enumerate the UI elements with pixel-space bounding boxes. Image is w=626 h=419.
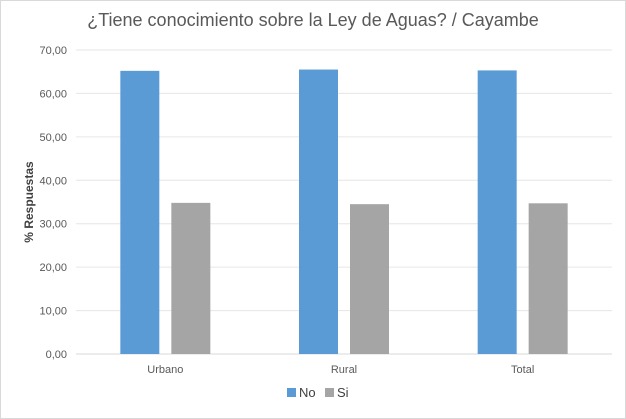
bar-no-urbano [120, 70, 160, 355]
chart-title: ¿Tiene conocimiento sobre la Ley de Agua… [87, 10, 539, 30]
y-axis-title: % Respuestas [22, 161, 36, 243]
legend-label-si: Si [337, 385, 349, 400]
x-tick-label: Total [511, 364, 534, 376]
x-tick-label: Urbano [147, 364, 183, 376]
y-tick-label: 60,00 [39, 88, 67, 100]
bar-si-urbano [171, 202, 211, 354]
y-tick-label: 30,00 [39, 219, 67, 231]
y-tick-label: 10,00 [39, 306, 67, 318]
bar-no-total [477, 70, 517, 354]
legend-swatch-si [325, 388, 334, 397]
y-tick-label: 70,00 [39, 45, 67, 57]
y-tick-label: 50,00 [39, 132, 67, 144]
y-tick-label: 0,00 [46, 349, 67, 361]
bar-no-rural [299, 69, 338, 355]
bar-si-total [528, 203, 568, 354]
y-tick-label: 20,00 [39, 262, 67, 274]
legend-label-no: No [299, 385, 316, 400]
x-tick-label: Rural [331, 364, 357, 376]
legend-swatch-no [287, 388, 296, 397]
bar-si-rural [350, 204, 389, 354]
y-tick-label: 40,00 [39, 175, 67, 187]
